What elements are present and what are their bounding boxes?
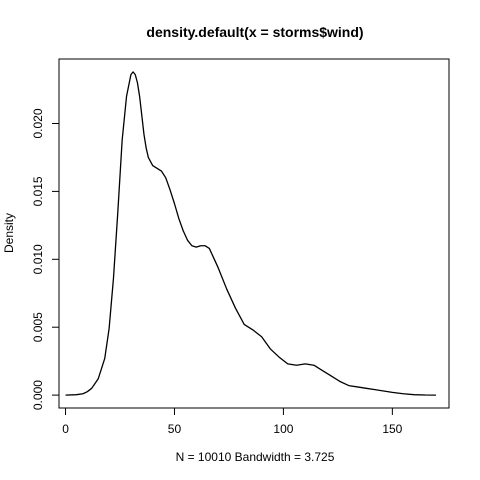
chart-title: density.default(x = storms$wind) bbox=[146, 24, 363, 40]
y-axis: 0.000 0.005 0.010 0.015 0.020 bbox=[31, 108, 60, 410]
x-tick-label: 0 bbox=[62, 422, 69, 436]
y-tick-label: 0.020 bbox=[31, 108, 45, 138]
x-tick-label: 50 bbox=[168, 422, 182, 436]
y-tick-label: 0.015 bbox=[31, 176, 45, 206]
x-tick-label: 100 bbox=[273, 422, 293, 436]
y-tick-label: 0.005 bbox=[31, 312, 45, 342]
y-tick-label: 0.010 bbox=[31, 244, 45, 274]
x-axis-label: N = 10010 Bandwidth = 3.725 bbox=[176, 450, 335, 464]
x-axis: 0 50 100 150 bbox=[62, 407, 403, 436]
y-tick-label: 0.000 bbox=[31, 380, 45, 410]
density-curve bbox=[65, 71, 436, 396]
x-tick-label: 150 bbox=[382, 422, 402, 436]
y-axis-label: Density bbox=[2, 213, 16, 253]
